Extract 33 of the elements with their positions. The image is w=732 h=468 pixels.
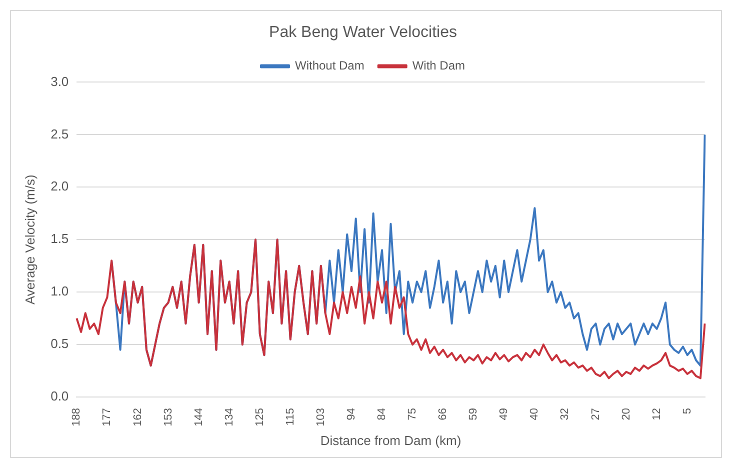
- y-tick-label: 3.0: [50, 74, 69, 89]
- x-tick-label: 20: [620, 408, 632, 420]
- x-tick-label: 134: [223, 408, 236, 426]
- x-tick-label: 40: [528, 408, 541, 420]
- y-tick-label: 0.5: [50, 336, 69, 352]
- x-tick-label: 12: [650, 408, 663, 420]
- x-tick-label: 188: [70, 408, 83, 426]
- x-tick-label: 177: [101, 408, 114, 426]
- legend-label: Without Dam: [294, 58, 364, 73]
- x-axis-title: Distance from Dam (km): [320, 432, 462, 448]
- x-tick-label: 59: [468, 408, 480, 420]
- y-tick-label: 1.5: [50, 231, 69, 246]
- x-tick-label: 5: [681, 408, 694, 414]
- x-tick-label: 103: [314, 408, 327, 426]
- x-tick-label: 125: [254, 408, 266, 426]
- x-tick-label: 66: [437, 408, 450, 420]
- x-tick-label: 49: [498, 408, 510, 420]
- y-axis-title: Average Velocity (m/s): [22, 174, 38, 305]
- x-tick-label: 162: [132, 408, 144, 426]
- chart-title: Pak Beng Water Velocities: [269, 24, 457, 42]
- x-tick-label: 153: [162, 408, 174, 426]
- x-tick-label: 144: [192, 408, 205, 426]
- y-tick-label: 1.0: [50, 284, 69, 299]
- x-tick-label: 84: [376, 408, 388, 420]
- x-tick-label: 115: [284, 408, 296, 426]
- y-tick-label: 2.0: [50, 178, 69, 194]
- x-tick-label: 27: [590, 408, 602, 420]
- x-tick-label: 75: [406, 408, 419, 420]
- x-tick-label: 32: [559, 408, 572, 420]
- y-tick-label: 2.5: [50, 126, 69, 142]
- x-tick-label: 94: [346, 408, 358, 420]
- y-tick-label: 0.0: [50, 388, 69, 404]
- legend-label: With Dam: [412, 58, 466, 73]
